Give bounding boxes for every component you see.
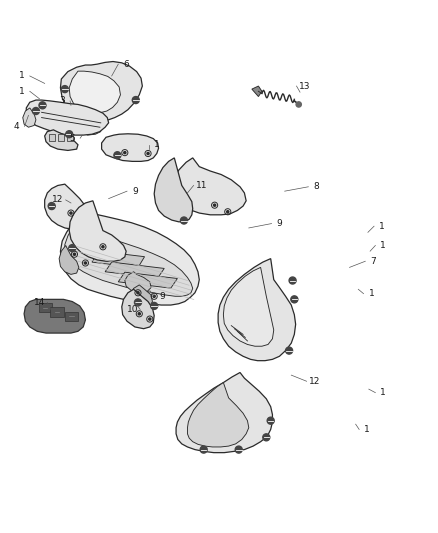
Circle shape xyxy=(296,102,301,107)
Text: 1: 1 xyxy=(380,388,386,397)
Circle shape xyxy=(102,246,104,248)
Circle shape xyxy=(263,434,270,441)
Text: 1: 1 xyxy=(19,87,25,96)
Text: 12: 12 xyxy=(52,196,64,205)
Circle shape xyxy=(132,96,139,103)
Bar xyxy=(39,303,52,312)
Text: 14: 14 xyxy=(34,298,45,307)
Text: 1: 1 xyxy=(379,222,385,231)
Circle shape xyxy=(137,292,139,294)
Circle shape xyxy=(153,295,155,297)
Polygon shape xyxy=(23,108,36,127)
Circle shape xyxy=(74,253,75,255)
Polygon shape xyxy=(65,219,193,296)
Polygon shape xyxy=(60,214,199,305)
Circle shape xyxy=(267,417,274,424)
Circle shape xyxy=(200,446,207,453)
Polygon shape xyxy=(252,86,262,96)
Circle shape xyxy=(286,347,293,354)
Text: 10: 10 xyxy=(127,305,138,314)
Text: 9: 9 xyxy=(276,219,283,228)
Circle shape xyxy=(134,299,141,306)
Text: 4: 4 xyxy=(14,122,19,131)
Polygon shape xyxy=(187,383,249,447)
Polygon shape xyxy=(59,246,79,274)
Polygon shape xyxy=(154,158,193,222)
Polygon shape xyxy=(223,268,274,346)
Bar xyxy=(49,134,55,141)
Circle shape xyxy=(214,204,215,206)
Polygon shape xyxy=(118,272,177,288)
Circle shape xyxy=(291,296,298,303)
Polygon shape xyxy=(60,61,142,123)
Bar xyxy=(67,134,73,141)
Text: 9: 9 xyxy=(132,187,138,196)
Circle shape xyxy=(114,152,121,159)
Polygon shape xyxy=(45,184,90,229)
Polygon shape xyxy=(45,130,78,150)
Circle shape xyxy=(61,86,68,93)
Text: 1: 1 xyxy=(380,241,386,250)
Text: 8: 8 xyxy=(313,182,319,191)
Polygon shape xyxy=(131,285,152,308)
Polygon shape xyxy=(105,262,164,278)
Polygon shape xyxy=(92,251,145,268)
Text: 1: 1 xyxy=(364,425,370,434)
Circle shape xyxy=(124,151,126,154)
Text: 1: 1 xyxy=(368,289,374,298)
Text: 9: 9 xyxy=(159,292,165,301)
Circle shape xyxy=(138,313,140,315)
Circle shape xyxy=(180,217,187,224)
Text: 13: 13 xyxy=(299,82,310,91)
Text: 6: 6 xyxy=(123,60,129,69)
Polygon shape xyxy=(173,158,246,215)
Circle shape xyxy=(147,152,149,155)
Polygon shape xyxy=(26,100,109,135)
Circle shape xyxy=(70,212,72,214)
Text: 1: 1 xyxy=(154,140,160,149)
Circle shape xyxy=(289,277,296,284)
Polygon shape xyxy=(122,289,154,329)
Text: 7: 7 xyxy=(370,257,376,266)
Circle shape xyxy=(235,446,242,453)
Text: 5: 5 xyxy=(69,134,75,143)
Text: 11: 11 xyxy=(196,181,207,190)
Polygon shape xyxy=(69,201,126,261)
Polygon shape xyxy=(218,259,296,361)
Polygon shape xyxy=(176,373,272,453)
Circle shape xyxy=(32,108,39,115)
Bar xyxy=(50,307,64,317)
Bar xyxy=(58,134,64,141)
Circle shape xyxy=(151,302,158,310)
Text: 12: 12 xyxy=(309,377,320,386)
Circle shape xyxy=(227,211,229,213)
Polygon shape xyxy=(24,300,85,333)
Circle shape xyxy=(66,131,73,138)
Bar xyxy=(65,312,78,321)
Polygon shape xyxy=(79,118,101,135)
Circle shape xyxy=(149,318,151,320)
Polygon shape xyxy=(69,71,120,113)
Circle shape xyxy=(69,245,76,252)
Circle shape xyxy=(48,203,55,209)
Circle shape xyxy=(39,102,46,109)
Polygon shape xyxy=(102,134,159,161)
Text: 1: 1 xyxy=(19,71,25,80)
Circle shape xyxy=(85,262,86,264)
Text: 3: 3 xyxy=(59,96,65,106)
Polygon shape xyxy=(125,272,151,293)
